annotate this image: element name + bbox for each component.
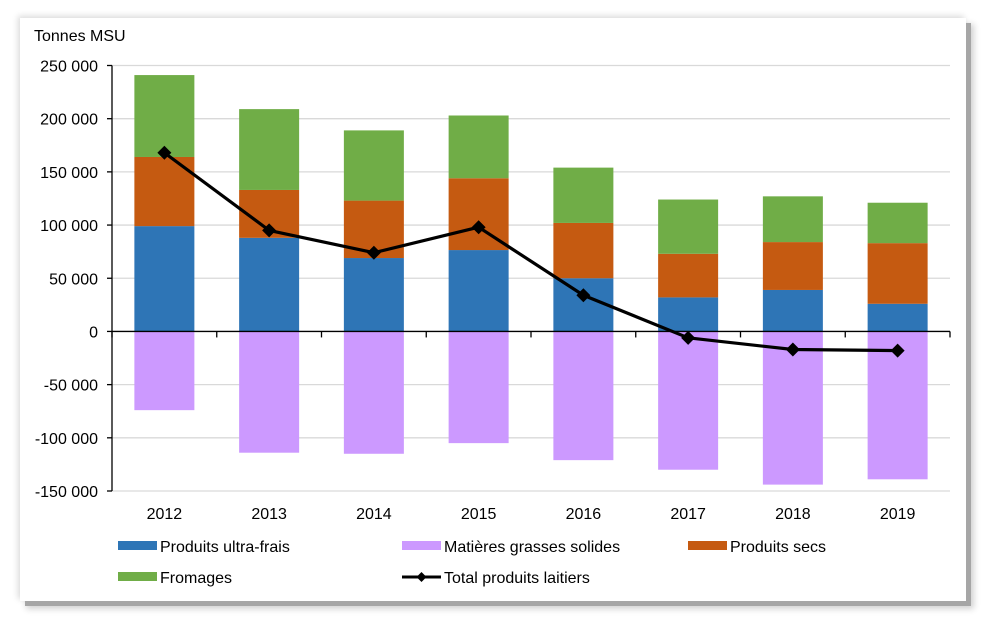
legend-item: Produits secs: [688, 539, 826, 556]
axes: [107, 64, 951, 492]
total-marker-2012: [157, 145, 172, 160]
total-marker-2019: [890, 343, 905, 358]
x-tick-label: 2013: [251, 506, 287, 523]
bar-fromages-2016: [553, 167, 614, 223]
y-tick-label: -150 000: [35, 484, 98, 501]
total-marker-2016: [576, 288, 591, 303]
legend-item: Produits ultra-frais: [118, 539, 290, 556]
total-marker-2018: [785, 342, 800, 357]
gridlines: [112, 64, 950, 492]
bar-matieres-grasses-solides-2012: [134, 331, 195, 411]
x-tick-label: 2014: [356, 506, 392, 523]
bar-produits-ultra-frais-2014: [343, 258, 404, 332]
legend-label: Matières grasses solides: [444, 539, 620, 556]
bar-fromages-2014: [343, 130, 404, 201]
bar-produits-secs-2015: [448, 178, 509, 251]
legend-diamond-marker: [416, 572, 427, 582]
total-line: [157, 145, 905, 358]
bar-produits-ultra-frais-2015: [448, 250, 509, 332]
bar-matieres-grasses-solides-2014: [343, 331, 404, 454]
y-tick-label: 200 000: [40, 112, 98, 129]
y-tick-label: 0: [89, 324, 98, 341]
bar-produits-secs-2018: [762, 242, 823, 290]
bar-produits-secs-2019: [867, 243, 928, 304]
y-tick-label: -100 000: [35, 431, 98, 448]
y-tick-label: 250 000: [40, 59, 98, 76]
bar-produits-ultra-frais-2013: [239, 237, 300, 332]
legend-swatch: [118, 541, 157, 550]
bar-matieres-grasses-solides-2013: [239, 331, 300, 453]
bar-fromages-2019: [867, 202, 928, 244]
legend-swatch: [118, 572, 157, 581]
bar-fromages-2018: [762, 196, 823, 243]
total-marker-2015: [471, 220, 486, 235]
bar-matieres-grasses-solides-2015: [448, 331, 509, 444]
bar-produits-ultra-frais-2017: [658, 297, 719, 332]
bar-fromages-2015: [448, 115, 509, 179]
bar-fromages-2013: [239, 109, 300, 190]
bar-fromages-2017: [658, 199, 719, 254]
y-tick-label: 50 000: [49, 271, 98, 288]
legend-label: Produits ultra-frais: [160, 539, 290, 556]
y-tick-labels: 250 000 200 000 150 000 100 000 50 000 0 -50 0…: [35, 59, 98, 502]
legend-item: Fromages: [118, 570, 232, 587]
legend-swatch: [688, 541, 727, 550]
y-tick-label: 100 000: [40, 218, 98, 235]
x-tick-labels: 2012 2013 2014 2015 2016 2017 2018 2019: [147, 506, 916, 523]
bar-produits-secs-2016: [553, 222, 614, 279]
x-tick-label: 2016: [566, 506, 602, 523]
x-tick-label: 2015: [461, 506, 497, 523]
total-marker-2013: [262, 223, 277, 238]
bar-matieres-grasses-solides-2016: [553, 331, 614, 461]
legend: Produits ultra-frais Matières grasses sol…: [118, 539, 826, 587]
x-tick-label: 2019: [880, 506, 916, 523]
total-marker-2014: [366, 245, 381, 260]
x-tick-label: 2017: [670, 506, 706, 523]
legend-label: Fromages: [160, 570, 232, 587]
bar-produits-ultra-frais-2018: [762, 289, 823, 332]
legend-item: Matières grasses solides: [402, 539, 620, 556]
y-tick-label: -50 000: [44, 378, 98, 395]
bar-produits-ultra-frais-2012: [134, 226, 195, 332]
x-tick-label: 2012: [147, 506, 183, 523]
legend-label: Produits secs: [730, 539, 826, 556]
legend-item: Total produits laitiers: [402, 570, 590, 587]
y-tick-label: 150 000: [40, 165, 98, 182]
bar-matieres-grasses-solides-2017: [658, 331, 719, 470]
total-marker-2017: [681, 330, 696, 345]
bar-matieres-grasses-solides-2018: [762, 331, 823, 485]
bar-produits-secs-2017: [658, 253, 719, 298]
y-axis-unit-label: Tonnes MSU: [34, 28, 126, 45]
total-line-path: [163, 151, 898, 353]
legend-label: Total produits laitiers: [444, 570, 590, 587]
bar-fromages-2012: [134, 75, 195, 157]
legend-swatch: [402, 541, 441, 550]
bars: [134, 75, 928, 485]
bar-produits-ultra-frais-2019: [867, 303, 928, 332]
x-tick-label: 2018: [775, 506, 811, 523]
